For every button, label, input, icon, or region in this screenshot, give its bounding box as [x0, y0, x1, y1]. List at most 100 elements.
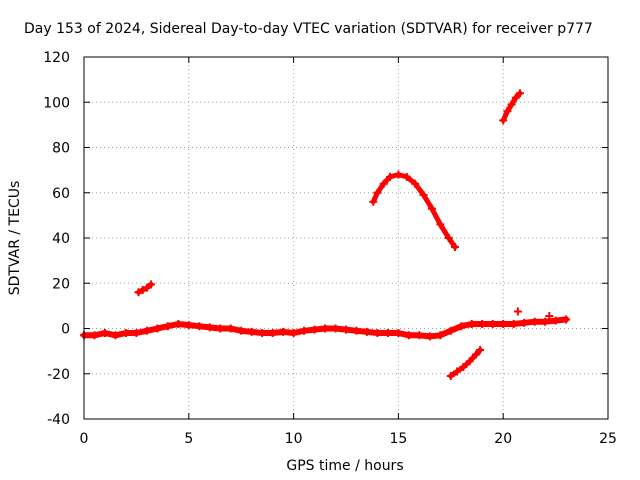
data-point [100, 329, 109, 338]
data-point [195, 322, 204, 331]
data-point [499, 319, 508, 328]
data-point [545, 312, 554, 321]
series-early-arc [134, 280, 156, 297]
data-point [279, 327, 288, 336]
data-point [478, 319, 487, 328]
y-tick-label: 120 [43, 50, 70, 66]
data-point [562, 315, 571, 324]
data-point [321, 324, 330, 333]
y-tick-label: 100 [43, 95, 70, 111]
data-point [436, 331, 445, 340]
data-point [383, 329, 392, 338]
x-tick-label: 20 [494, 431, 512, 447]
data-point [247, 327, 256, 336]
data-point [379, 179, 388, 188]
data-point [515, 89, 524, 98]
data-point [503, 107, 512, 116]
data-point [216, 324, 225, 333]
data-point [411, 179, 420, 188]
data-point [289, 329, 298, 338]
data-point [226, 324, 235, 333]
data-point [268, 329, 277, 338]
y-axis-label: SDTVAR / TECUs [7, 181, 23, 296]
data-point [138, 286, 147, 295]
data-point [471, 350, 480, 359]
data-point [394, 170, 403, 179]
series-negative-arc [446, 345, 485, 381]
data-point [541, 317, 550, 326]
data-point [415, 331, 424, 340]
data-point [352, 326, 361, 335]
y-tick-label: -40 [47, 412, 70, 428]
data-point [394, 329, 403, 338]
series-peak-arc [369, 170, 459, 252]
y-tick-label: 80 [52, 141, 70, 157]
data-point [436, 220, 445, 229]
data-point [111, 331, 120, 340]
plot-frame [83, 56, 609, 420]
data-point [509, 319, 518, 328]
y-tick-label: -20 [47, 367, 70, 383]
data-point [142, 326, 151, 335]
data-point [499, 116, 508, 125]
data-point [459, 362, 468, 371]
data-point [402, 172, 411, 181]
data-point [453, 367, 462, 376]
data-point [386, 172, 395, 181]
x-axis-label: GPS time / hours [286, 458, 403, 474]
series-line [136, 281, 154, 295]
grid-lines [84, 57, 608, 419]
x-tick-label: 25 [599, 431, 617, 447]
data-point [121, 329, 130, 338]
data-point [373, 188, 382, 197]
data-point [444, 234, 453, 242]
chart-title: Day 153 of 2024, Sidereal Day-to-day VTE… [24, 21, 593, 37]
x-tick-label: 5 [184, 431, 193, 447]
series-baseline-band [80, 315, 571, 341]
data-point [163, 322, 172, 331]
data-point [404, 331, 413, 340]
data-point [427, 204, 436, 213]
data-point [132, 329, 141, 338]
series-outlier [513, 307, 554, 321]
data-point [205, 323, 214, 332]
data-point [488, 319, 497, 328]
data-point [142, 283, 151, 292]
data-point [450, 243, 459, 252]
data-point [457, 322, 466, 331]
data-point [134, 288, 143, 297]
data-point [511, 93, 520, 102]
data-point [520, 318, 529, 327]
data-point [310, 325, 319, 334]
data-point [237, 326, 246, 335]
data-point [476, 345, 485, 354]
axis-ticks: 0 5 10 15 20 25 -40 -20 0 20 40 60 80 100 120 [43, 50, 617, 447]
data-point [342, 325, 350, 334]
data-point [300, 326, 309, 335]
data-point [507, 100, 516, 109]
data-point [153, 324, 162, 333]
y-tick-label: 0 [61, 322, 70, 338]
y-tick-label: 20 [52, 276, 70, 292]
data-point [369, 197, 378, 206]
data-point [446, 372, 455, 381]
data-point [184, 321, 193, 330]
series-late-arc [499, 89, 524, 125]
data-point [465, 357, 474, 366]
data-point [90, 331, 99, 340]
data-point [530, 317, 539, 326]
x-tick-label: 15 [389, 431, 407, 447]
data-point [446, 326, 455, 335]
series-line [370, 172, 458, 250]
data-point [551, 316, 560, 325]
data-point [147, 280, 156, 289]
data-point [362, 327, 371, 336]
y-tick-label: 40 [52, 231, 70, 247]
x-tick-label: 10 [285, 431, 303, 447]
data-point [373, 329, 382, 338]
data-point [513, 307, 522, 316]
y-tick-label: 60 [52, 186, 70, 202]
data-point [258, 329, 267, 338]
x-tick-label: 0 [80, 431, 89, 447]
